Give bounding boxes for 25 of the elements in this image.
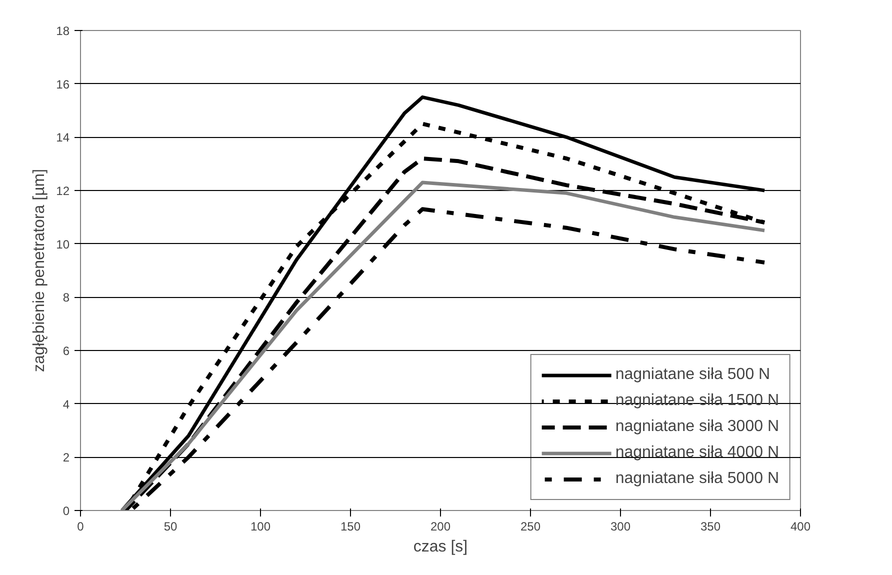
y-tick-label: 8 [62, 290, 70, 305]
x-axis-title: czas [s] [413, 538, 468, 556]
y-tick-label: 16 [56, 77, 70, 92]
legend-label: nagniatane siła 5000 N [615, 470, 779, 488]
x-tick-label: 300 [610, 520, 631, 534]
y-tick-label: 6 [62, 344, 70, 358]
x-tick-label: 200 [430, 520, 451, 534]
x-tick-label: 100 [250, 520, 271, 534]
x-tick-label: 50 [164, 520, 178, 534]
y-tick-label: 10 [56, 237, 70, 252]
y-tick-label: 2 [62, 450, 70, 465]
legend-label: nagniatane siła 500 N [615, 366, 770, 384]
x-tick-label: 0 [77, 520, 84, 534]
legend-label: nagniatane siła 3000 N [615, 418, 779, 436]
x-tick-label: 250 [520, 520, 541, 534]
y-tick-label: 18 [56, 24, 70, 38]
x-tick-label: 350 [700, 520, 721, 534]
x-tick-label: 150 [340, 520, 361, 534]
y-axis-title: zagłębienie penetratora [µm] [31, 168, 48, 372]
y-tick-label: 12 [56, 184, 70, 198]
x-tick-label: 400 [790, 520, 811, 534]
y-tick-label: 14 [56, 130, 70, 145]
y-tick-label: 0 [62, 504, 70, 518]
y-tick-label: 4 [62, 397, 70, 412]
legend-label: nagniatane siła 4000 N [615, 444, 779, 462]
